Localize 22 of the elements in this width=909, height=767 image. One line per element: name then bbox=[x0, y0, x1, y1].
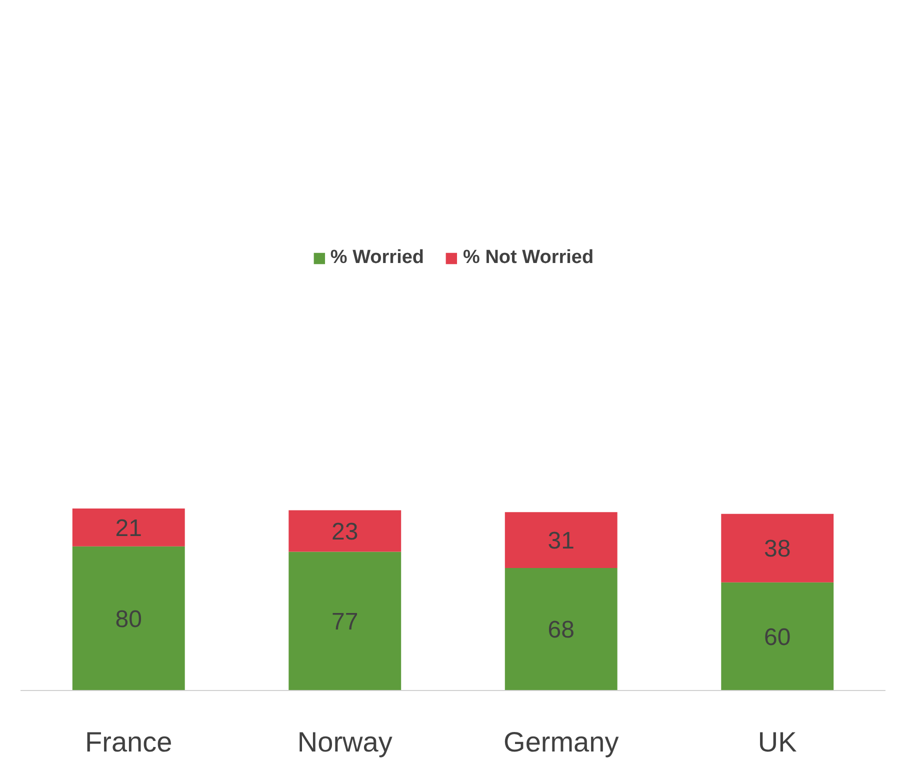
legend-label: % Not Worried bbox=[463, 247, 594, 269]
x-tick-label: Germany bbox=[504, 726, 619, 758]
legend-label: % Worried bbox=[330, 247, 424, 269]
data-label: 68 bbox=[548, 616, 574, 644]
x-tick-label: Norway bbox=[297, 726, 392, 758]
bar bbox=[288, 552, 402, 690]
data-label: 60 bbox=[764, 624, 791, 651]
bar bbox=[721, 582, 834, 690]
x-tick-label: UK bbox=[758, 726, 798, 758]
data-label: 77 bbox=[332, 608, 358, 636]
x-tick-label: France bbox=[85, 726, 172, 758]
bar bbox=[72, 546, 185, 690]
data-label: 21 bbox=[115, 514, 142, 542]
data-label: 80 bbox=[115, 606, 142, 633]
data-label: 38 bbox=[764, 536, 791, 563]
bar bbox=[721, 514, 834, 582]
bar bbox=[288, 510, 402, 552]
data-label: 23 bbox=[332, 518, 358, 546]
bar bbox=[504, 568, 618, 690]
bar bbox=[72, 508, 185, 546]
data-label: 31 bbox=[548, 528, 574, 555]
bar bbox=[504, 512, 618, 568]
